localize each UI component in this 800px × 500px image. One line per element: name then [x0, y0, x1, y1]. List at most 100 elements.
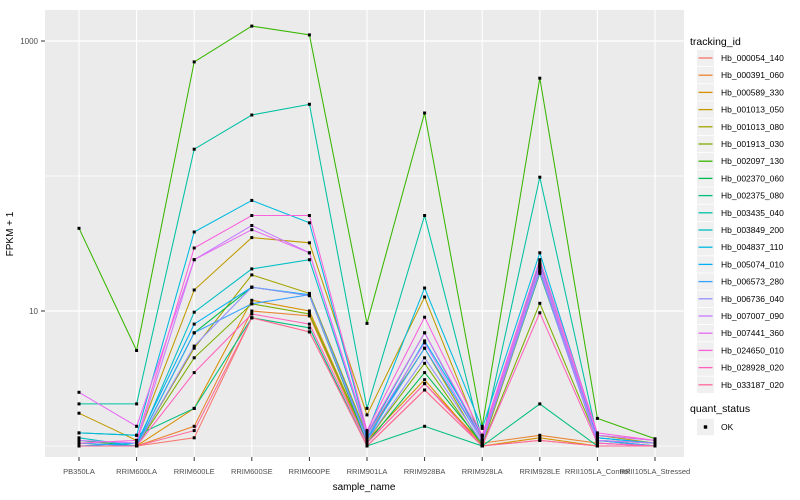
- data-point: [192, 344, 196, 348]
- data-point: [77, 226, 81, 230]
- data-point: [365, 444, 369, 448]
- data-point: [307, 314, 311, 318]
- data-point: [192, 288, 196, 292]
- data-point: [192, 424, 196, 428]
- data-point: [480, 444, 484, 448]
- data-point: [653, 438, 657, 442]
- data-point: [653, 444, 657, 448]
- legend-label-Hb_003435_040: Hb_003435_040: [721, 208, 784, 218]
- data-point: [538, 76, 542, 80]
- data-point: [250, 236, 254, 240]
- data-point: [307, 326, 311, 330]
- data-point: [423, 388, 427, 392]
- data-point: [77, 411, 81, 415]
- data-point: [538, 402, 542, 406]
- data-point: [365, 433, 369, 437]
- data-point: [595, 436, 599, 440]
- data-point: [307, 322, 311, 326]
- data-point: [77, 436, 81, 440]
- data-point: [595, 438, 599, 442]
- data-point: [538, 433, 542, 437]
- data-point: [365, 441, 369, 445]
- legend-label-Hb_003849_200: Hb_003849_200: [721, 225, 784, 235]
- generated-plot-layer: 10 1000 PB350LA RRIM600LA RRIM600LE RRIM600SE…: [20, 10, 784, 476]
- data-point: [250, 312, 254, 316]
- x-tick-label: RRIM928BA: [404, 467, 446, 476]
- data-point: [480, 436, 484, 440]
- data-point: [365, 429, 369, 433]
- data-point: [135, 349, 139, 352]
- data-point: [307, 241, 311, 245]
- x-tick-label: RRIM928LE: [519, 467, 560, 476]
- data-point: [538, 251, 542, 255]
- data-point: [595, 431, 599, 435]
- data-point: [365, 431, 369, 435]
- x-tick-label: RRIM600LE: [174, 467, 215, 476]
- data-point: [365, 436, 369, 440]
- legend-label-Hb_002370_060: Hb_002370_060: [721, 173, 784, 183]
- data-point: [192, 246, 196, 250]
- legend-label-Hb_006573_280: Hb_006573_280: [721, 277, 784, 287]
- data-point: [250, 24, 254, 28]
- data-point: [135, 424, 139, 428]
- data-point: [250, 267, 254, 271]
- x-tick-label: RRII105LA_Stressed: [620, 467, 690, 476]
- legend-label-Hb_007441_360: Hb_007441_360: [721, 328, 784, 338]
- data-point: [423, 315, 427, 319]
- data-point: [135, 402, 139, 406]
- data-point: [365, 321, 369, 325]
- data-point: [423, 214, 427, 217]
- data-point: [423, 346, 427, 350]
- data-point: [423, 339, 427, 343]
- legend-key-square-icon: [703, 425, 708, 429]
- data-point: [77, 431, 81, 435]
- data-point: [423, 371, 427, 375]
- data-point: [307, 102, 311, 106]
- data-point: [250, 228, 254, 232]
- data-point: [538, 258, 542, 262]
- legend-label-Hb_001013_050: Hb_001013_050: [721, 105, 784, 115]
- data-point: [480, 424, 484, 428]
- data-point: [423, 286, 427, 290]
- data-point: [192, 406, 196, 410]
- data-point: [480, 441, 484, 445]
- x-tick-label: RRII105LA_Control: [565, 467, 630, 476]
- data-point: [250, 214, 254, 217]
- data-point: [307, 294, 311, 298]
- legend-label-Hb_004837_110: Hb_004837_110: [721, 242, 784, 252]
- data-point: [77, 441, 81, 445]
- data-point: [653, 437, 657, 441]
- legend-label-Hb_001013_080: Hb_001013_080: [721, 122, 784, 132]
- data-point: [192, 331, 196, 335]
- data-point: [480, 433, 484, 437]
- data-point: [423, 295, 427, 299]
- panel-background: [45, 10, 684, 457]
- data-point: [538, 175, 542, 179]
- legend-label-quant-status: OK: [721, 422, 734, 432]
- data-point: [250, 224, 254, 227]
- x-tick-label: RRIM928LA: [462, 467, 503, 476]
- data-point: [307, 251, 311, 255]
- data-point: [423, 341, 427, 345]
- data-point: [307, 221, 311, 225]
- legend-label-Hb_001913_030: Hb_001913_030: [721, 139, 784, 149]
- data-point: [77, 390, 81, 394]
- legend-title-quant-status: quant_status: [690, 403, 750, 415]
- legend-label-Hb_002097_130: Hb_002097_130: [721, 156, 784, 166]
- data-point: [595, 433, 599, 437]
- data-point: [653, 441, 657, 445]
- data-point: [135, 433, 139, 437]
- data-point: [77, 444, 81, 448]
- x-tick-label: RRIM600LA: [116, 467, 157, 476]
- data-point: [135, 438, 139, 442]
- data-point: [538, 266, 542, 269]
- x-tick-label: RRIM600PE: [289, 467, 331, 476]
- data-point: [538, 260, 542, 264]
- data-point: [365, 406, 369, 410]
- data-point: [192, 230, 196, 234]
- data-point: [538, 271, 542, 275]
- data-point: [423, 424, 427, 428]
- legend-label-Hb_002375_080: Hb_002375_080: [721, 191, 784, 201]
